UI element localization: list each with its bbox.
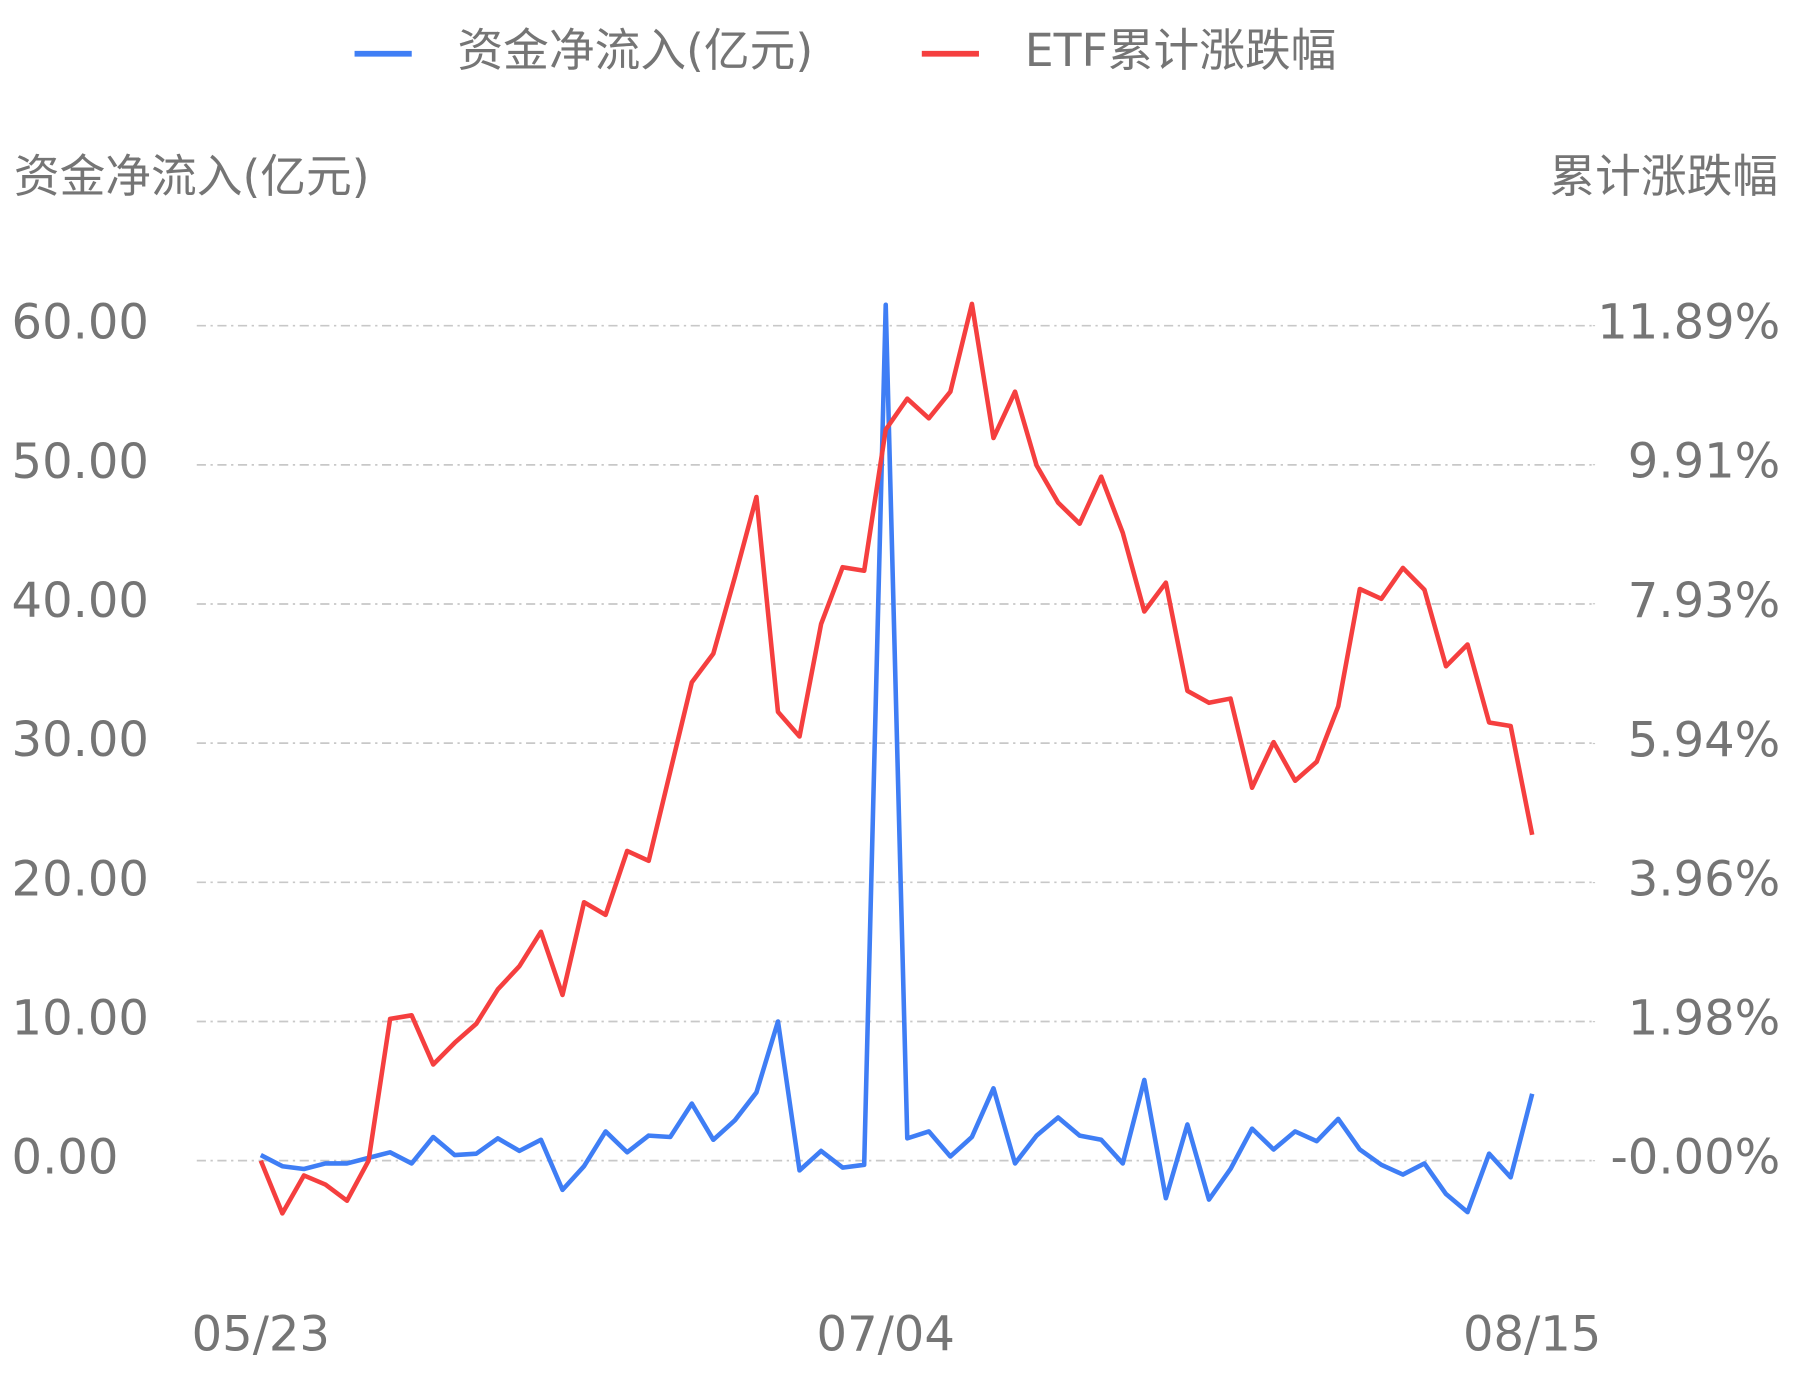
y2-tick-label: 5.94% [1628,713,1780,769]
y2-axis-title: 累计涨跌幅 [1549,150,1778,203]
y-tick-label: 50.00 [12,434,149,490]
y2-tick-label: 7.93% [1628,573,1780,629]
legend-label: 资金净流入(亿元) [457,24,813,77]
y-tick-label: 60.00 [12,295,149,351]
y-tick-label: 20.00 [12,851,149,907]
legend-label: ETF累计涨跌幅 [1025,24,1337,77]
x-tick-label: 05/23 [192,1307,330,1363]
y-tick-label: 30.00 [12,712,149,768]
series-line [259,302,1535,1215]
y2-tick-label: -0.00% [1610,1130,1780,1186]
y2-tick-label: 1.98% [1628,991,1780,1047]
x-tick-label: 07/04 [817,1307,955,1363]
y2-tick-label: 9.91% [1628,434,1780,490]
y-tick-label: 0.00 [12,1130,119,1186]
y-tick-label: 10.00 [12,990,149,1046]
y-axis-title: 资金净流入(亿元) [14,150,370,203]
y-tick-label: 40.00 [12,573,149,629]
y2-tick-label: 3.96% [1628,852,1780,908]
series-line [258,301,1535,1216]
y2-tick-label: 11.89% [1597,295,1780,351]
x-tick-label: 08/15 [1463,1307,1601,1363]
